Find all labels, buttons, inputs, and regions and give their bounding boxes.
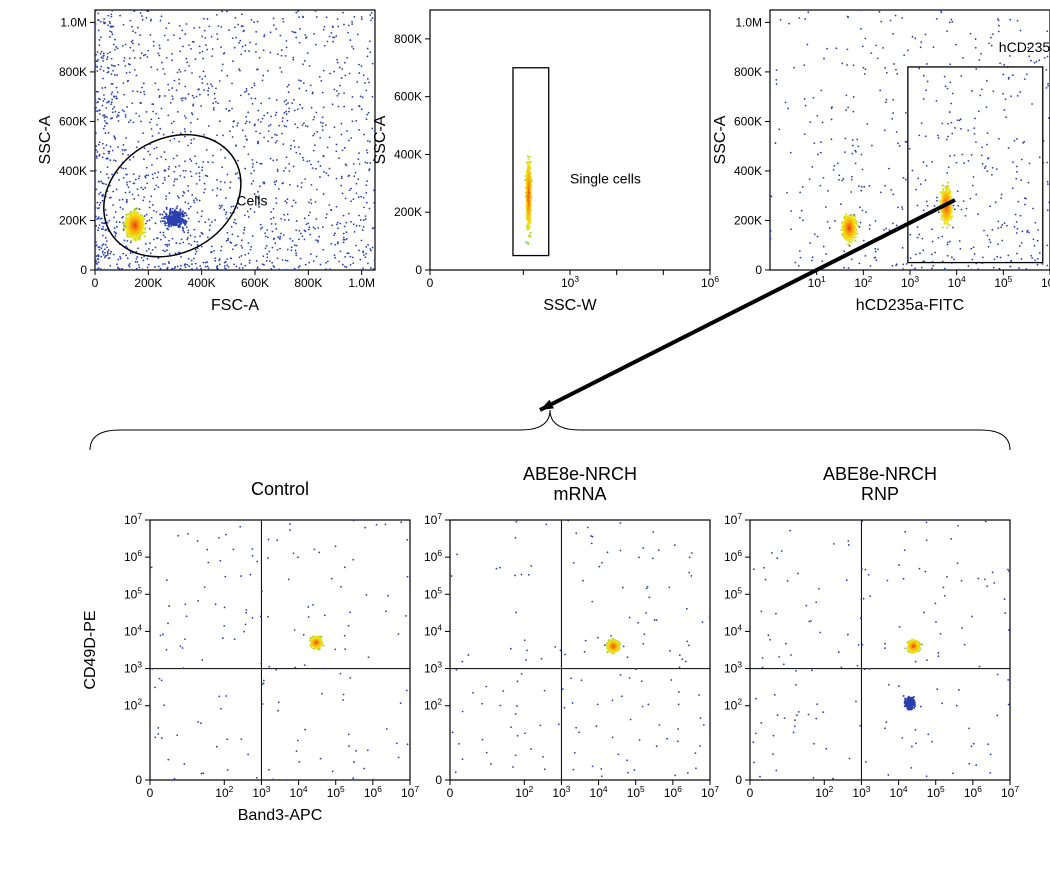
figure-svg: 0 200K 400K 600K 800K 1.0M 0 200K 400K 600K 800K 1.…: [0, 0, 1050, 880]
x-axis-label: SSC-W: [543, 297, 597, 314]
plot: 0 103 106 0 200K 400K 600K 800K SSC-W SSC-A Single…: [372, 10, 719, 314]
y-axis-label: CD49D-PE: [82, 610, 99, 689]
plot-title: Control: [251, 479, 309, 499]
svg-text:400K: 400K: [59, 164, 87, 178]
plot: 0 200K 400K 600K 800K 1.0M 0 200K 400K 600K 800K 1.…: [37, 10, 376, 314]
plot: 01021031041051061070102103104105106107: [424, 511, 719, 800]
y-axis-label: SSC-A: [712, 115, 729, 164]
svg-text:106: 106: [701, 274, 719, 290]
svg-text:400K: 400K: [188, 276, 216, 290]
x-axis-label: FSC-A: [211, 297, 259, 314]
arrow-head: [540, 400, 554, 410]
svg-text:200K: 200K: [59, 213, 87, 227]
gate-label: Cells: [236, 193, 267, 209]
svg-text:400K: 400K: [394, 147, 422, 161]
svg-text:200K: 200K: [394, 205, 422, 219]
svg-text:1.0M: 1.0M: [348, 276, 375, 290]
brace: [90, 410, 1010, 450]
svg-text:104: 104: [948, 274, 966, 290]
svg-text:105: 105: [994, 274, 1012, 290]
svg-text:200K: 200K: [134, 276, 162, 290]
svg-text:0: 0: [92, 276, 99, 290]
svg-text:200K: 200K: [734, 213, 762, 227]
svg-text:106: 106: [1041, 274, 1050, 290]
plot: 01021031041051061070102103104105106107: [724, 511, 1019, 800]
svg-text:400K: 400K: [734, 164, 762, 178]
y-axis-label: SSC-A: [37, 115, 54, 164]
plot-frame: [150, 520, 410, 780]
gate: [908, 67, 1043, 263]
plot-frame: [750, 520, 1010, 780]
svg-text:0: 0: [415, 263, 422, 277]
plot-title: ABE8e-NRCH: [523, 464, 637, 484]
svg-text:1.0M: 1.0M: [735, 15, 762, 29]
svg-text:102: 102: [854, 274, 872, 290]
svg-text:600K: 600K: [734, 114, 762, 128]
svg-text:103: 103: [561, 274, 579, 290]
x-axis-label: Band3-APC: [238, 807, 323, 824]
plot-frame: [430, 10, 710, 270]
svg-text:800K: 800K: [394, 32, 422, 46]
gate-label: Single cells: [570, 170, 641, 186]
gate-label: hCD235a+: [999, 39, 1050, 55]
svg-text:103: 103: [901, 274, 919, 290]
x-axis-label: hCD235a-FITC: [856, 297, 964, 314]
plot-title: RNP: [861, 484, 899, 504]
svg-text:101: 101: [808, 274, 826, 290]
plot: 101 102 103 104 105 106 0 200K 400K 600K 800K 1.0M h…: [712, 9, 1050, 314]
svg-text:0: 0: [427, 276, 434, 290]
svg-text:800K: 800K: [59, 65, 87, 79]
svg-text:600K: 600K: [241, 276, 269, 290]
figure: 0 200K 400K 600K 800K 1.0M 0 200K 400K 600K 800K 1.…: [0, 0, 1050, 880]
plot: 01021031041051061070102103104105106107Ba…: [82, 511, 419, 824]
y-axis-label: SSC-A: [372, 115, 389, 164]
plot-title: ABE8e-NRCH: [823, 464, 937, 484]
svg-text:1.0M: 1.0M: [60, 15, 87, 29]
svg-text:800K: 800K: [294, 276, 322, 290]
svg-text:600K: 600K: [59, 114, 87, 128]
svg-text:0: 0: [80, 263, 87, 277]
plot-title: mRNA: [554, 484, 607, 504]
svg-text:600K: 600K: [394, 90, 422, 104]
svg-text:0: 0: [755, 263, 762, 277]
svg-text:800K: 800K: [734, 65, 762, 79]
plot-frame: [450, 520, 710, 780]
